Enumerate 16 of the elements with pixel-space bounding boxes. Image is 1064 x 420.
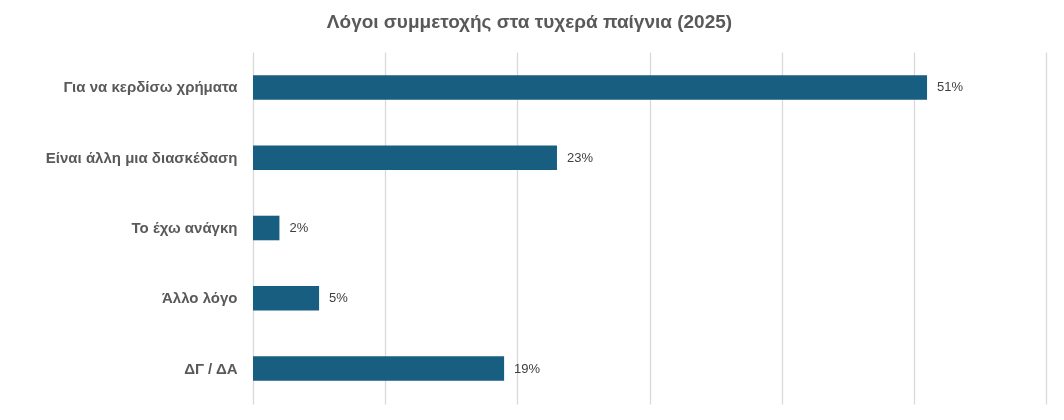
bar — [253, 75, 928, 100]
bar — [253, 356, 505, 381]
y-tick-label: Για να κερδίσω χρήματα — [63, 78, 239, 96]
data-label: 2% — [289, 220, 309, 235]
y-tick-label: Το έχω ανάγκη — [131, 219, 238, 236]
data-label: 23% — [566, 149, 594, 165]
data-label: 51% — [937, 79, 964, 95]
chart-title: Λόγοι συμμετοχής στα τυχερά παίγνια (2025) — [326, 11, 733, 32]
y-tick-label: ΔΓ / ΔΑ — [184, 359, 238, 377]
bar — [253, 285, 320, 311]
y-tick-label: Είναι άλλη μια διασκέδαση — [45, 148, 238, 166]
bar — [253, 215, 280, 241]
y-tick-label: Άλλο λόγο — [162, 289, 238, 307]
bar — [253, 145, 557, 171]
data-label: 5% — [329, 290, 349, 306]
data-label: 19% — [514, 360, 541, 376]
